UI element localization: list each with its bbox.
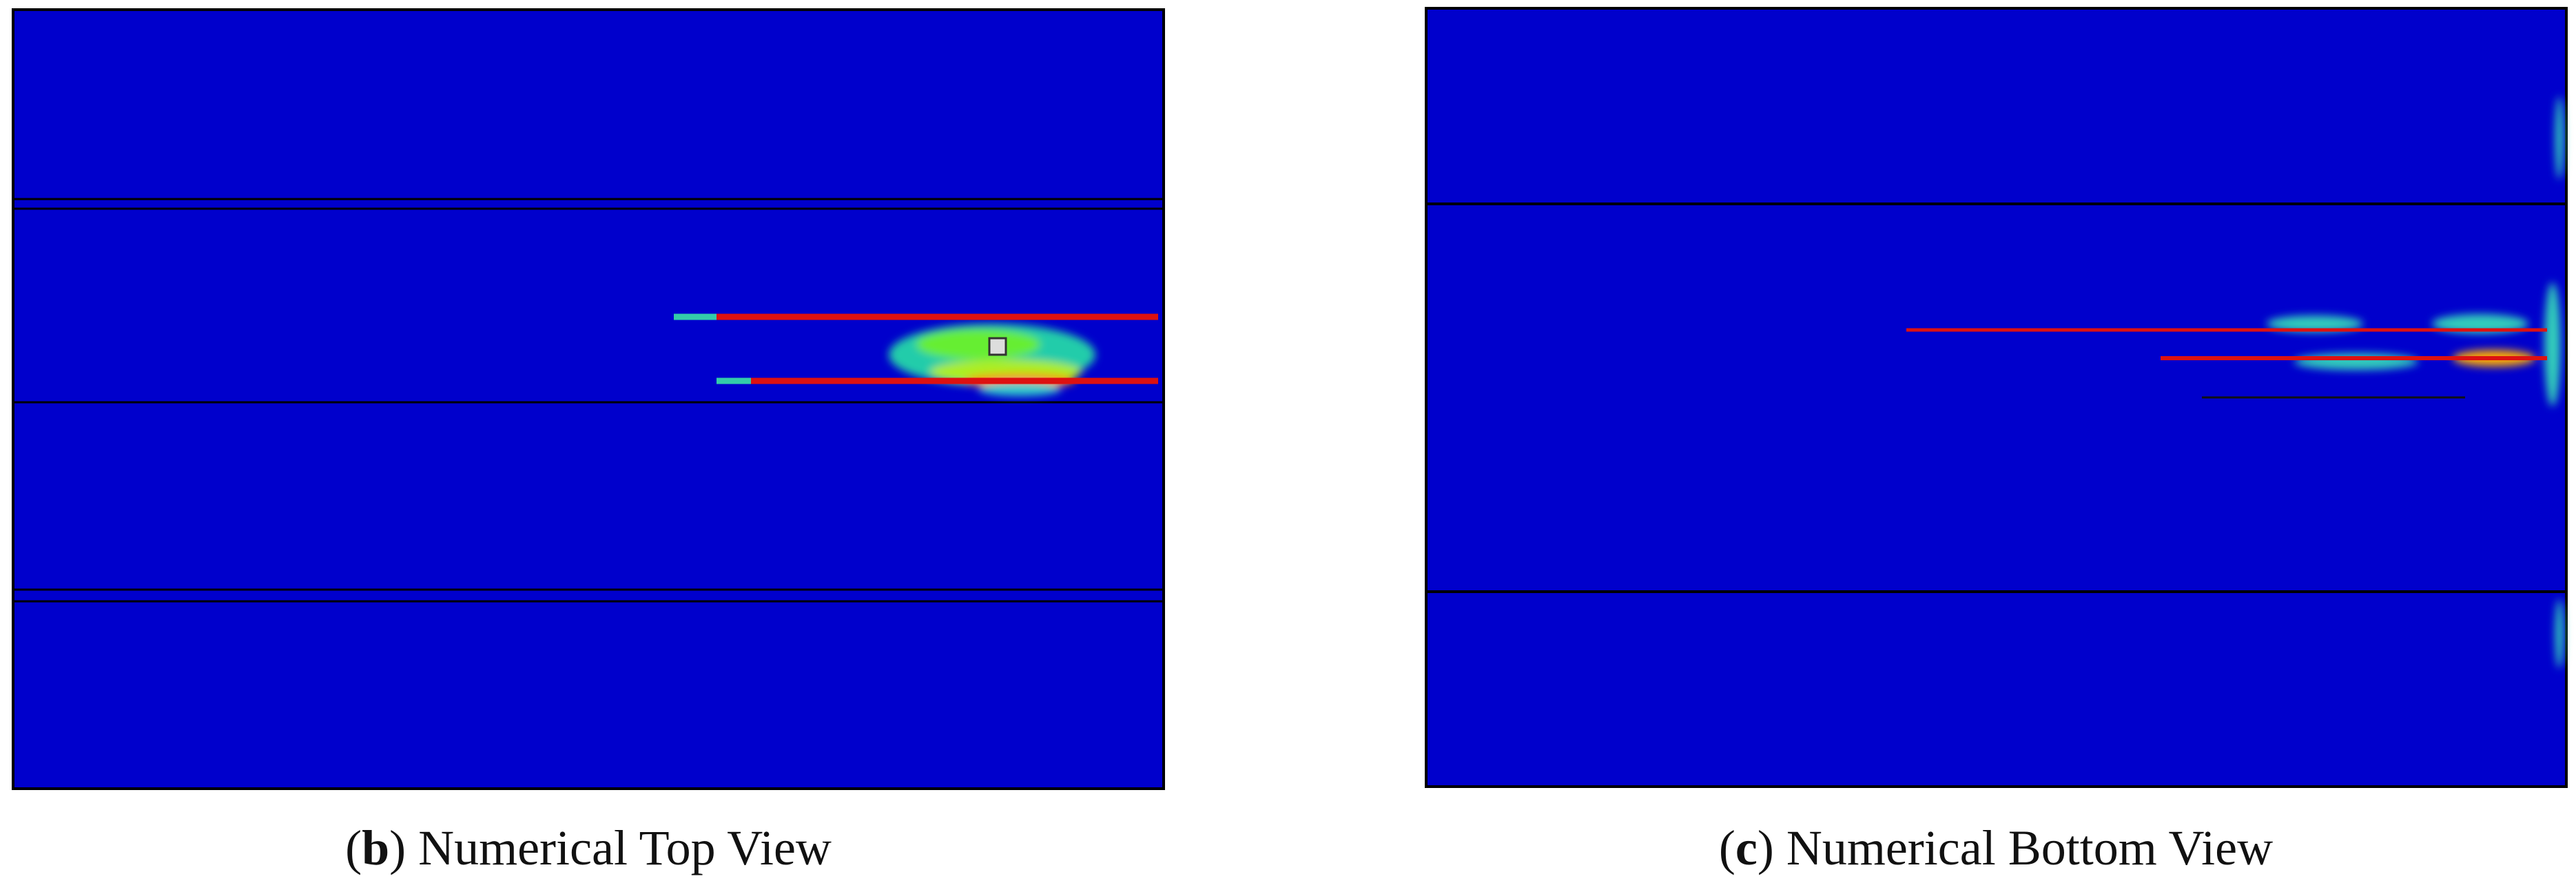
caption-prefix: ( [345, 820, 362, 875]
layer-lines [1426, 203, 2566, 593]
simulation-field [12, 8, 1165, 790]
panel-bottom-view [1425, 7, 2568, 788]
caption-text: ) Numerical Top View [389, 820, 832, 875]
layer-lines [13, 198, 1164, 603]
caption-text: ) Numerical Bottom View [1758, 820, 2273, 875]
damage-zone [674, 313, 1158, 396]
damage-zone [1906, 96, 2564, 668]
caption-letter: b [362, 820, 389, 875]
panel-top-view [12, 8, 1165, 790]
caption-letter: c [1735, 820, 1758, 875]
caption: (b) Numerical Top View [345, 820, 832, 875]
caption: (c) Numerical Bottom View [1719, 820, 2273, 875]
caption-prefix: ( [1719, 820, 1735, 875]
